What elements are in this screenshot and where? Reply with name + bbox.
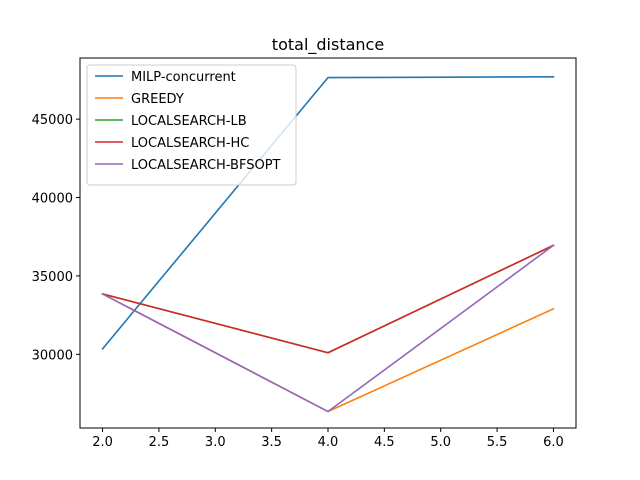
legend: MILP-concurrent GREEDY LOCALSEARCH-LB LOCAL…: [86, 64, 297, 186]
series-line-milp-concurrent: [101, 76, 555, 350]
y-tick-label: 30000: [32, 348, 73, 363]
x-tick-label: 2.0: [92, 435, 113, 450]
x-tick-label: 5.5: [487, 435, 508, 450]
x-tick-label: 4.5: [374, 435, 395, 450]
y-tick-label: 45000: [32, 113, 73, 128]
x-tick-label: 3.5: [261, 435, 282, 450]
x-tick-label: 5.0: [430, 435, 451, 450]
y-tick-label: 40000: [32, 192, 73, 207]
series-line-localsearch-bfsopt: [101, 244, 555, 413]
x-tick-label: 3.0: [205, 435, 226, 450]
x-tick-label: 2.5: [149, 435, 170, 450]
chart-title: total_distance: [272, 35, 384, 55]
legend-label: GREEDY: [131, 92, 184, 107]
legend-label: LOCALSEARCH-LB: [131, 114, 247, 129]
legend-box: [86, 64, 297, 186]
axes-frame: [79, 57, 577, 429]
legend-label: LOCALSEARCH-BFSOPT: [131, 158, 281, 173]
x-tick-label: 4.0: [318, 435, 339, 450]
series-line-localsearch-hc: [101, 244, 555, 354]
y-tick-label: 35000: [32, 270, 73, 285]
plot-area: 2.0 2.5 3.0 3.5 4.0 4.5 5.0 5.5 6.0 30000 35000 400…: [32, 76, 564, 450]
x-tick-label: 6.0: [543, 435, 564, 450]
legend-label: LOCALSEARCH-HC: [131, 136, 249, 151]
legend-label: MILP-concurrent: [131, 70, 236, 85]
